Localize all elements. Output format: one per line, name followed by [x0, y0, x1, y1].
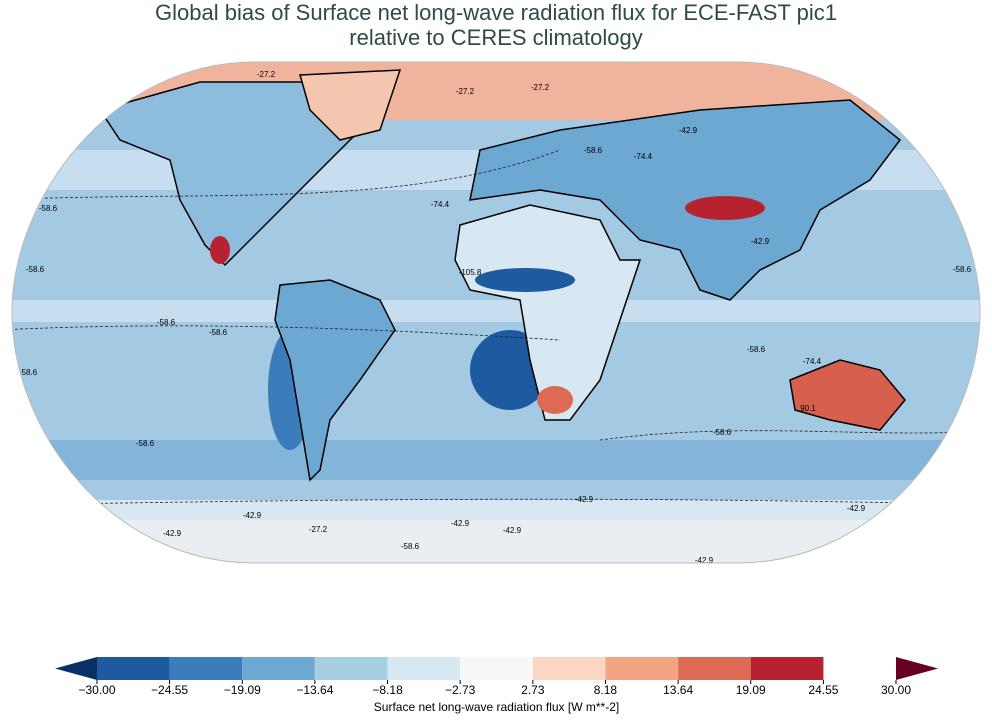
contour-label: -42.9: [243, 511, 262, 520]
colorbar-tick-label: −30.00: [78, 683, 115, 697]
land: [469, 99, 902, 301]
contour-label: -74.4: [431, 200, 450, 209]
colorbar-segment: [169, 657, 243, 680]
colorbar-tick-label: −2.73: [445, 683, 476, 697]
contour-label: -58.6: [584, 146, 603, 155]
contour-label: -58.6: [209, 328, 228, 337]
contour-label: 90.1: [800, 404, 816, 413]
colorbar: −30.00 −24.55 −19.09 −13.64 −8.18 −2.73 2.73 8.…: [55, 657, 938, 714]
contour-label: -42.9: [575, 495, 594, 504]
land-patch: [210, 236, 230, 264]
contour-label: -58.6: [26, 265, 45, 274]
ocean-band: [12, 300, 980, 322]
colorbar-label: Surface net long-wave radiation flux [W …: [374, 700, 619, 714]
title-line: relative to CERES climatology: [349, 25, 642, 50]
land-patch: [537, 386, 573, 414]
contour-label: -105.8: [459, 268, 482, 277]
contour-label: -42.9: [451, 519, 470, 528]
land: [789, 359, 906, 431]
land: [454, 204, 642, 421]
contour-label: -58.6: [136, 439, 155, 448]
contour-label: -27.2: [309, 525, 328, 534]
colorbar-tick-label: 19.09: [736, 683, 766, 697]
contour-label: -58.6: [953, 265, 972, 274]
colorbar-tick-label: −13.64: [296, 683, 333, 697]
colorbar-segment: [314, 657, 388, 680]
colorbar-extend-low: [55, 657, 97, 680]
contour-label: -27.2: [531, 83, 550, 92]
colorbar-segment: [242, 657, 315, 680]
colorbar-tick-label: 24.55: [808, 683, 838, 697]
land-patch: [685, 196, 765, 220]
ocean-band: [12, 500, 980, 520]
contour-label: -58.6: [747, 345, 766, 354]
contour-label: -58.6: [157, 318, 176, 327]
contour-label: -42.9: [503, 526, 522, 535]
land-patch: [475, 268, 575, 292]
colorbar-segment: [387, 657, 461, 680]
contour: [12, 149, 980, 506]
antarctica: [12, 520, 980, 563]
colorbar-tick-label: 8.18: [594, 683, 618, 697]
contour-label: -42.9: [695, 556, 714, 565]
colorbar-tick-label: 30.00: [881, 683, 911, 697]
contour-label: -42.9: [751, 237, 770, 246]
ocean-band: [12, 440, 980, 480]
contour-label: -58.6: [401, 542, 420, 551]
colorbar-segment: [678, 657, 751, 680]
contour-label: -42.9: [847, 504, 866, 513]
contour-label: -42.9: [163, 529, 182, 538]
contour-label: -58.6: [713, 428, 732, 437]
colorbar-tick-label: 13.64: [663, 683, 693, 697]
contour-label: -27.2: [257, 70, 276, 79]
colorbar-segment: [460, 657, 533, 680]
colorbar-segment: [750, 657, 824, 680]
contour-label: -58.6: [39, 204, 58, 213]
colorbar-segment: [97, 657, 170, 680]
contour-label: -74.4: [634, 152, 653, 161]
map: -27.2 -27.2 -27.2 -42.9 -58.6 -74.4 -58.6 -58.6…: [12, 62, 980, 565]
map-outline: [11, 61, 981, 564]
colorbar-tick-label: −19.09: [224, 683, 261, 697]
colorbar-tick-label: 2.73: [521, 683, 545, 697]
title-line: Global bias of Surface net long-wave rad…: [155, 0, 837, 25]
contour-label: -74.4: [803, 357, 822, 366]
colorbar-segment: [605, 657, 679, 680]
contour-label: -58.6: [19, 368, 38, 377]
contour-label: -27.2: [456, 87, 475, 96]
contour-labels: -27.2 -27.2 -27.2 -42.9 -58.6 -74.4 -58.6 -58.6…: [19, 70, 972, 565]
colorbar-tick-label: −24.55: [151, 683, 188, 697]
land: [299, 69, 402, 141]
contour-label: -42.9: [679, 126, 698, 135]
colorbar-tick-label: −8.18: [372, 683, 403, 697]
colorbar-segment: [532, 657, 606, 680]
colorbar-extend-high: [896, 657, 938, 680]
